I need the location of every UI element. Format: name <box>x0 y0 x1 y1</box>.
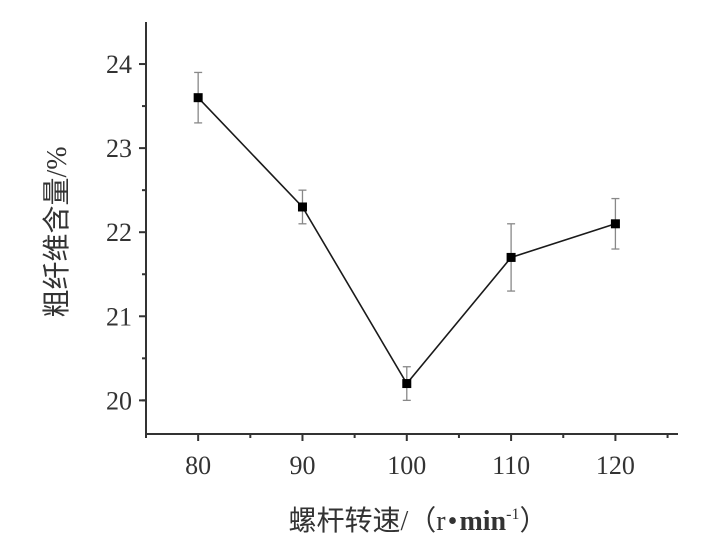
x-axis-title-unit: min <box>459 506 506 537</box>
series <box>197 97 616 385</box>
y-axis-title: 粗纤维含量/% <box>41 146 73 317</box>
x-tick-label: 80 <box>185 451 211 480</box>
x-tick-label: 100 <box>387 451 426 480</box>
axes <box>145 22 678 435</box>
y-tick-label: 22 <box>106 218 132 247</box>
y-ticks: 20 21 22 23 24 <box>106 50 146 415</box>
data-point <box>193 93 203 103</box>
data-point <box>506 252 516 262</box>
x-tick-label: 110 <box>492 451 530 480</box>
x-ticks: 80 90 100 110 120 <box>145 434 669 480</box>
y-tick-label: 20 <box>106 386 132 415</box>
x-axis-title-close: ） <box>519 505 547 537</box>
x-axis-title: 螺杆转速/（r•min-1） <box>289 505 548 537</box>
x-axis-title-main: 螺杆转速/（r <box>289 505 447 537</box>
x-axis-title-superscript: -1 <box>506 506 519 523</box>
y-tick-label: 24 <box>106 50 132 79</box>
data-points <box>193 93 620 389</box>
y-tick-label: 23 <box>106 134 132 163</box>
data-point <box>402 379 412 389</box>
series-line <box>197 97 616 385</box>
x-axis-title-bullet: • <box>448 506 458 537</box>
y-tick-label: 21 <box>106 302 132 331</box>
error-bars <box>194 71 620 402</box>
data-point <box>297 202 307 212</box>
x-tick-label: 90 <box>289 451 315 480</box>
x-tick-label: 120 <box>596 451 635 480</box>
data-point <box>610 219 620 229</box>
